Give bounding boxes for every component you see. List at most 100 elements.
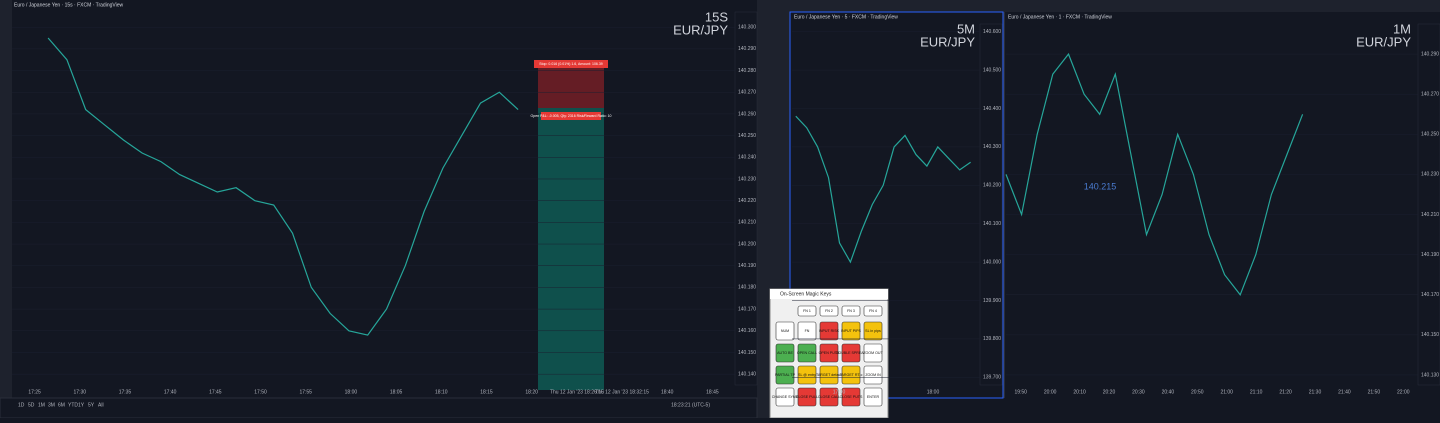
y-tick-label: 140.290 [738, 46, 756, 52]
range-button[interactable]: 1M [38, 402, 45, 408]
price-axis [734, 11, 758, 386]
range-button[interactable]: 5D [28, 402, 35, 408]
y-tick-label: 140.190 [738, 263, 756, 269]
trade-label: Stop: 0.016 (0.01%) 1.6, Amount: 106.39 [539, 62, 602, 66]
watermark: EUR/JPY [1356, 34, 1411, 49]
y-tick-label: 140.230 [738, 176, 756, 182]
y-tick-label: 140.260 [738, 111, 756, 117]
key-label: CHANGE SYMB [772, 395, 799, 399]
price-line [795, 115, 971, 264]
x-tick-label: 17:00 [833, 389, 846, 395]
y-tick-label: 140.600 [983, 29, 1001, 35]
key-button[interactable] [819, 321, 839, 341]
target-zone [538, 108, 604, 390]
key-button[interactable] [841, 305, 861, 317]
range-button[interactable]: YTD [68, 402, 78, 408]
key-button[interactable] [841, 387, 861, 407]
pane-title: Euro / Japanese Yen · 5 · FXCM · Trading… [794, 14, 898, 20]
key-button[interactable] [863, 343, 883, 363]
x-tick-label: 18:40 [661, 389, 674, 395]
key-button[interactable] [863, 305, 883, 317]
x-tick-label: 20:00 [1044, 389, 1057, 395]
key-label: ZOOM OUT [863, 351, 883, 355]
key-button[interactable] [819, 387, 839, 407]
key-button[interactable] [841, 343, 861, 363]
key-label: AUTO BE [777, 351, 793, 355]
key-button[interactable] [841, 321, 861, 341]
key-button[interactable] [863, 321, 883, 341]
stop-zone [538, 64, 604, 108]
x-tick-label: 17:55 [299, 389, 312, 395]
key-label: TARGET default [816, 373, 842, 377]
y-tick-label: 140.140 [738, 371, 756, 377]
key-label: NUM [781, 329, 789, 333]
key-button[interactable] [797, 365, 817, 385]
y-tick-label: 140.100 [983, 221, 1001, 227]
key-label: FN [805, 329, 810, 333]
key-label: SL in pips [865, 329, 881, 333]
range-button[interactable]: 1D [18, 402, 25, 408]
x-tick-label: 21:20 [1279, 389, 1292, 395]
x-tick-label: Thu 12 Jan '23 18:26:15 [550, 389, 604, 395]
y-tick-label: 140.300 [983, 144, 1001, 150]
x-tick-label: 21:10 [1250, 389, 1263, 395]
bottom-bar [0, 397, 758, 419]
y-tick-label: 139.900 [983, 298, 1001, 304]
trade-label-bg [541, 112, 601, 120]
key-button[interactable] [797, 321, 817, 341]
x-tick-label: 17:40 [164, 389, 177, 395]
y-tick-label: 140.290 [1421, 51, 1439, 57]
key-button[interactable] [819, 343, 839, 363]
key-button[interactable] [797, 305, 817, 317]
key-button[interactable] [863, 387, 883, 407]
y-tick-label: 139.800 [983, 336, 1001, 342]
key-button[interactable] [819, 305, 839, 317]
key-button[interactable] [797, 387, 817, 407]
x-tick-label: 21:30 [1309, 389, 1322, 395]
key-label: INPUT RISK [819, 329, 840, 333]
key-button[interactable] [775, 321, 795, 341]
y-tick-label: 139.700 [983, 375, 1001, 381]
y-tick-label: 140.210 [1421, 212, 1439, 218]
range-button[interactable]: 1Y [78, 402, 85, 408]
y-tick-label: 140.000 [983, 259, 1001, 265]
key-button[interactable] [775, 343, 795, 363]
key-label: CLOSE PUTS [840, 395, 863, 399]
range-button[interactable]: 3M [48, 402, 55, 408]
y-tick-label: 140.200 [983, 183, 1001, 189]
y-tick-label: 140.400 [983, 106, 1001, 112]
key-button[interactable] [775, 387, 795, 407]
x-tick-label: 20:20 [1103, 389, 1116, 395]
top-toolbar [790, 0, 1440, 12]
key-button[interactable] [819, 365, 839, 385]
y-tick-label: 140.230 [1421, 172, 1439, 178]
x-tick-label: 17:30 [74, 389, 87, 395]
y-tick-label: 140.170 [1421, 292, 1439, 298]
y-tick-label: 140.250 [1421, 132, 1439, 138]
range-button[interactable]: 6M [58, 402, 65, 408]
x-tick-label: 21:40 [1338, 389, 1351, 395]
key-button[interactable] [841, 365, 861, 385]
key-label: PARTIAL TP [775, 373, 796, 377]
price-line [1005, 52, 1304, 297]
y-tick-label: 140.220 [738, 198, 756, 204]
x-tick-label: 20:30 [1132, 389, 1145, 395]
key-label: SL @ entry [798, 373, 816, 377]
key-label: DOUBLE SPREAD [836, 351, 867, 355]
key-button[interactable] [775, 365, 795, 385]
y-tick-label: 140.500 [983, 67, 1001, 73]
key-label: OPEN CALL [797, 351, 817, 355]
x-tick-label: 17:50 [254, 389, 267, 395]
key-button[interactable] [797, 343, 817, 363]
y-tick-label: 140.150 [1421, 332, 1439, 338]
keys-title: On-Screen Magic Keys [780, 291, 832, 297]
range-button[interactable]: All [98, 402, 104, 408]
x-tick-label: 18:00 [345, 389, 358, 395]
x-tick-label: 21:50 [1368, 389, 1381, 395]
range-button[interactable]: 5Y [88, 402, 95, 408]
y-tick-label: 140.270 [738, 90, 756, 96]
left-toolbar [0, 0, 12, 398]
key-label: FN 1 [803, 309, 811, 313]
key-button[interactable] [863, 365, 883, 385]
